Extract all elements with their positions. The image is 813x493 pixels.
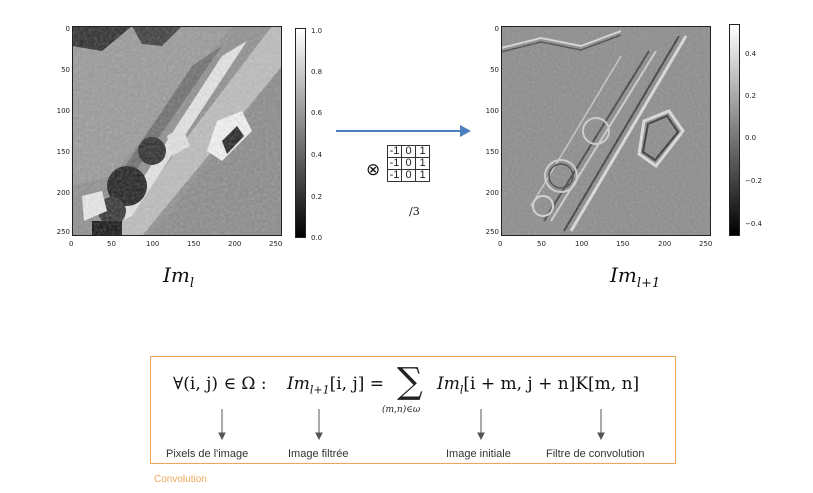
kernel-matrix: -1 0 1 -1 0 1 -1 0 1 (387, 145, 430, 182)
left-colorbar-tick: 0.4 (311, 151, 323, 159)
rhs-index: [i + m, j + n]K[m, n] (463, 374, 640, 394)
left-colorbar (295, 28, 306, 238)
right-y-tick: 100 (485, 107, 499, 115)
kernel-operator: ⊗ (366, 160, 381, 180)
right-colorbar-tick: −0.4 (745, 220, 762, 228)
right-image (501, 26, 711, 236)
right-colorbar-tick: −0.2 (745, 177, 762, 185)
kernel-cell: 0 (401, 145, 416, 158)
right-x-tick: 150 (616, 240, 630, 248)
lhs-base: Im (287, 374, 310, 394)
kernel-cell: 1 (415, 157, 430, 170)
term-initial: Image initiale (446, 448, 511, 460)
kernel-cell: -1 (387, 145, 402, 158)
right-y-tick: 50 (490, 66, 499, 74)
right-colorbar-tick: 0.4 (745, 50, 757, 58)
left-colorbar-tick: 0.6 (311, 109, 323, 117)
lhs-index: [i, j] = (329, 374, 385, 394)
kernel-cell: -1 (387, 169, 402, 182)
left-x-tick: 150 (187, 240, 201, 248)
sum-symbol: ∑ (397, 361, 423, 402)
right-y-tick: 200 (485, 189, 499, 197)
left-y-tick: 100 (56, 107, 70, 115)
term-filtered: Image filtrée (288, 448, 349, 460)
convolution-label: Convolution (154, 474, 207, 485)
left-y-tick: 50 (61, 66, 70, 74)
formula-rhs: Iml[i + m, j + n]K[m, n] (437, 374, 639, 396)
right-x-tick: 100 (575, 240, 589, 248)
left-y-tick: 200 (56, 189, 70, 197)
left-caption-sub: l (189, 276, 195, 291)
left-x-tick: 50 (107, 240, 116, 248)
left-x-tick: 200 (228, 240, 242, 248)
right-x-tick: 50 (537, 240, 546, 248)
quantifier-text: ∀(i, j) ∈ Ω : (173, 374, 267, 394)
left-caption-base: Im (163, 263, 190, 287)
right-x-tick: 0 (498, 240, 503, 248)
formula-quantifier: ∀(i, j) ∈ Ω : (173, 374, 267, 394)
right-y-tick: 150 (485, 148, 499, 156)
left-colorbar-tick: 0.8 (311, 68, 323, 76)
right-caption: Iml+1 (610, 263, 660, 291)
kernel-cell: 1 (415, 169, 430, 182)
sum-under: (m,n)∈ω (382, 405, 421, 415)
left-y-tick: 150 (56, 148, 70, 156)
term-filter: Filtre de convolution (546, 448, 645, 460)
left-y-tick: 250 (56, 228, 70, 236)
left-colorbar-tick: 0.2 (311, 193, 323, 201)
right-x-tick: 250 (699, 240, 713, 248)
right-y-tick: 0 (494, 25, 499, 33)
right-colorbar (729, 24, 740, 236)
left-colorbar-tick: 0.0 (311, 234, 323, 242)
rhs-base: Im (437, 374, 460, 394)
left-y-tick: 0 (65, 25, 70, 33)
left-x-tick: 0 (69, 240, 74, 248)
down-arrows (218, 409, 605, 441)
kernel-divisor: /3 (409, 205, 420, 218)
right-caption-base: Im (610, 263, 637, 287)
term-pixels: Pixels de l'image (166, 448, 249, 460)
right-colorbar-tick: 0.0 (745, 134, 757, 142)
right-caption-sub: l+1 (636, 276, 661, 291)
formula-box (150, 356, 676, 464)
left-x-tick: 250 (269, 240, 283, 248)
left-caption: Iml (163, 263, 194, 291)
kernel-cell: -1 (387, 157, 402, 170)
transform-arrow (336, 125, 471, 137)
left-x-tick: 100 (146, 240, 160, 248)
kernel-cell: 0 (401, 157, 416, 170)
lhs-sub: l+1 (309, 383, 330, 397)
right-colorbar-tick: 0.2 (745, 92, 757, 100)
kernel-cell: 0 (401, 169, 416, 182)
left-colorbar-tick: 1.0 (311, 27, 323, 35)
right-y-tick: 250 (485, 228, 499, 236)
kernel-cell: 1 (415, 145, 430, 158)
rhs-sub: l (459, 383, 464, 397)
right-x-tick: 200 (658, 240, 672, 248)
left-image (72, 26, 282, 236)
formula-lhs: Iml+1[i, j] = (287, 374, 384, 396)
